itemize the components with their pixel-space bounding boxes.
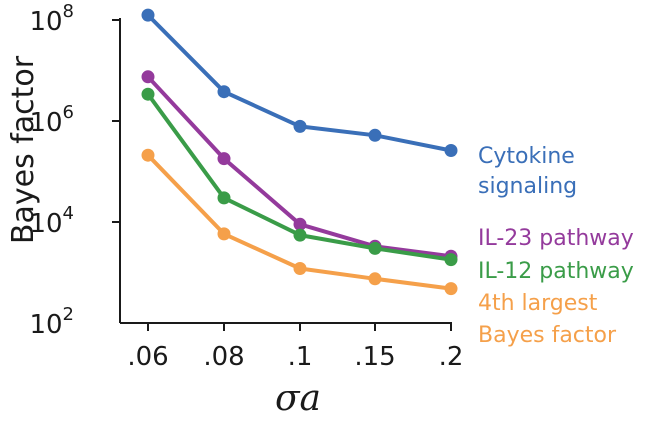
series-labels: Cytokine signaling IL-23 pathway IL-12 path…: [478, 144, 634, 348]
series-fourth: [141, 148, 458, 296]
series-cytokine: [141, 8, 458, 157]
series-label-il23: IL-23 pathway: [478, 226, 634, 251]
y-axis-title: Bayes factor: [6, 55, 41, 244]
data-point-fourth: [444, 282, 458, 296]
data-point-fourth: [217, 227, 231, 241]
y-tick-label: 102: [29, 304, 74, 340]
data-point-fourth: [293, 262, 307, 275]
data-point-cytokine: [444, 144, 458, 157]
x-axis-title: σa: [275, 378, 321, 419]
x-axis-ticks: .06 .08 .1 .15 .2: [127, 323, 463, 372]
data-point-il23: [217, 152, 231, 166]
data-point-cytokine: [368, 128, 382, 142]
data-point-fourth: [368, 272, 382, 286]
data-point-il12: [368, 241, 382, 255]
y-tick-label: 106: [29, 102, 74, 138]
series-label-il12: IL-12 pathway: [478, 259, 634, 284]
data-point-cytokine: [217, 85, 231, 99]
y-axis-ticks: 102 104 106 108: [29, 1, 120, 340]
x-tick-label: .1: [288, 342, 313, 372]
data-point-il12: [444, 253, 458, 267]
y-tick-label: 104: [29, 203, 74, 239]
data-point-fourth: [141, 148, 155, 162]
series-label-fourth: Bayes factor: [478, 323, 617, 348]
x-tick-label: .15: [354, 342, 395, 372]
data-point-il23: [293, 217, 307, 231]
data-point-il23: [141, 70, 155, 84]
series-label-fourth: 4th largest: [478, 291, 598, 316]
y-tick-label: 108: [29, 1, 74, 37]
data-point-il12: [141, 87, 155, 101]
series-il12: [141, 87, 458, 267]
x-tick-label: .2: [439, 342, 464, 372]
series-layer: [141, 8, 458, 296]
data-point-il12: [293, 228, 307, 242]
series-label-cytokine: Cytokine: [478, 144, 575, 169]
series-label-cytokine: signaling: [478, 174, 577, 199]
data-point-cytokine: [141, 8, 155, 22]
x-tick-label: .06: [127, 342, 168, 372]
data-point-cytokine: [293, 119, 307, 133]
x-tick-label: .08: [203, 342, 244, 372]
data-point-il12: [217, 191, 231, 205]
